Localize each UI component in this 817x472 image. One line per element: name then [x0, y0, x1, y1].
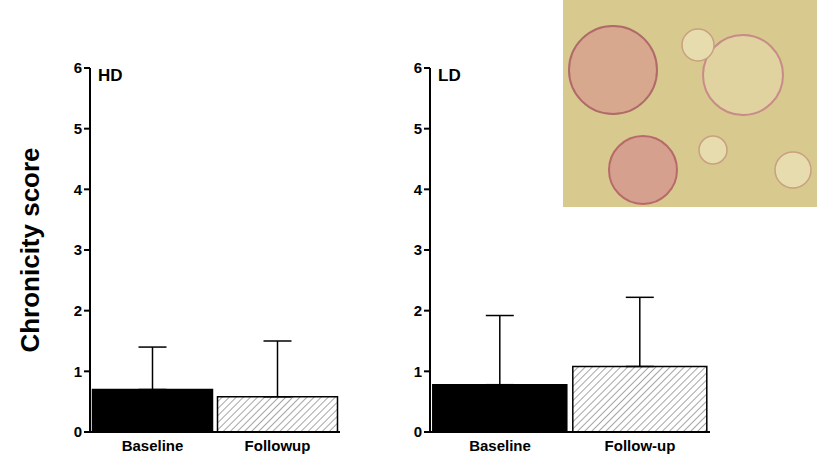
svg-text:3: 3	[74, 241, 82, 258]
svg-text:6: 6	[414, 59, 422, 76]
svg-text:5: 5	[414, 120, 422, 137]
svg-text:Baseline: Baseline	[469, 437, 531, 454]
html-text:LD: LD	[438, 66, 461, 85]
svg-text:2: 2	[414, 302, 422, 319]
svg-text:0: 0	[414, 423, 422, 440]
svg-text:0: 0	[74, 423, 82, 440]
html-text:HD: HD	[98, 66, 123, 85]
svg-text:1: 1	[74, 363, 82, 380]
svg-text:1: 1	[414, 363, 422, 380]
svg-text:4: 4	[74, 181, 83, 198]
svg-text:2: 2	[74, 302, 82, 319]
svg-text:6: 6	[74, 59, 82, 76]
svg-text:Followup: Followup	[245, 437, 311, 454]
svg-text:3: 3	[414, 241, 422, 258]
html-text:Chronicity score: Chronicity score	[14, 147, 45, 353]
svg-text:Follow-up: Follow-up	[605, 437, 676, 454]
svg-text:5: 5	[74, 120, 82, 137]
svg-text:4: 4	[414, 181, 423, 198]
svg-text:Baseline: Baseline	[122, 437, 184, 454]
